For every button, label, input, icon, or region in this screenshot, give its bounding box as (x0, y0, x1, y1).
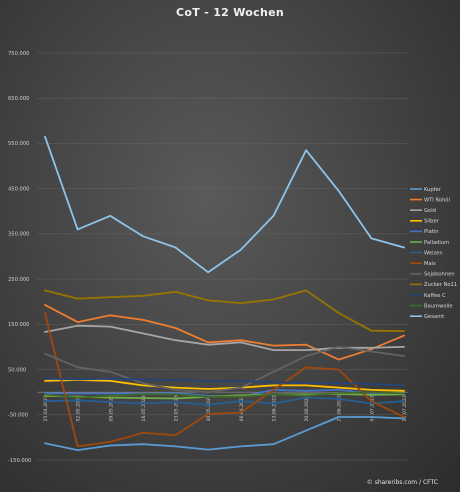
x-tick-label: 11.07.2023 (402, 395, 408, 421)
legend-label: Gesamt (424, 314, 444, 320)
x-tick-label: 13.06.2023 (271, 395, 277, 421)
series-line (44, 377, 405, 387)
series-line (44, 303, 405, 361)
x-tick-label: 30.05.2023 (206, 395, 212, 421)
y-axis-tick-labels: 750.000 650.000 550.000 450.000 350.000 250.0… (8, 51, 31, 464)
x-tick-label: 06.06.2023 (239, 395, 245, 421)
legend-label: Gold (424, 208, 436, 214)
y-tick-label: 50.000 (8, 367, 26, 373)
legend-label: Zucker No11 (424, 282, 457, 288)
y-tick-label: -150.000 (8, 458, 31, 464)
x-tick-label: 04.07.2023 (369, 395, 375, 421)
y-tick-label: 250.000 (8, 277, 29, 283)
y-tick-label: -50.000 (8, 413, 28, 419)
series-line (44, 396, 405, 406)
y-tick-label: 350.000 (8, 232, 29, 238)
legend-label: Sojabohnen (424, 272, 455, 278)
series-line (44, 416, 405, 452)
legend-label: Kaffee C (424, 293, 446, 299)
series-line (44, 289, 405, 333)
legend-label: WTI Rohöl (424, 197, 450, 203)
y-tick-label: 550.000 (8, 141, 29, 147)
series-line (44, 135, 405, 274)
legend-label: Platin (424, 229, 439, 235)
series-line (44, 345, 405, 394)
y-tick-label: 750.000 (8, 51, 29, 57)
y-tick-label: 450.000 (8, 186, 29, 192)
x-axis-tick-labels: 25.04.2023 02.05.2023 09.05.2023 16.05.2023… (43, 395, 408, 421)
legend: Kupfer WTI Rohöl Gold Silber Platin Palladium… (410, 187, 457, 320)
series-line (44, 379, 405, 392)
legend-label: Baumwolle (424, 303, 453, 309)
x-tick-label: 09.05.2023 (108, 395, 114, 421)
series-line (44, 324, 405, 352)
legend-label: Weizen (424, 250, 443, 256)
x-tick-label: 16.05.2023 (141, 395, 147, 421)
series-line (44, 391, 405, 399)
x-tick-label: 02.05.2023 (76, 395, 82, 421)
x-tick-label: 25.04.2023 (43, 395, 49, 421)
legend-label: Silber (424, 219, 440, 225)
x-tick-label: 27.06.2023 (337, 395, 343, 421)
y-tick-label: 150.000 (8, 322, 29, 328)
legend-label: Kupfer (424, 187, 442, 193)
y-tick-label: 650.000 (8, 96, 29, 102)
series-line (44, 312, 405, 448)
x-tick-label: 23.05.2023 (174, 395, 180, 421)
chart-title: CoT - 12 Wochen (176, 6, 284, 19)
x-tick-label: 20.06.2023 (304, 395, 310, 421)
source-credit: © shareribs.com / CFTC (366, 479, 438, 486)
legend-label: Mais (424, 261, 436, 267)
grid-layer (37, 52, 408, 461)
series-layer (44, 135, 405, 452)
legend-label: Palladium (424, 240, 449, 246)
